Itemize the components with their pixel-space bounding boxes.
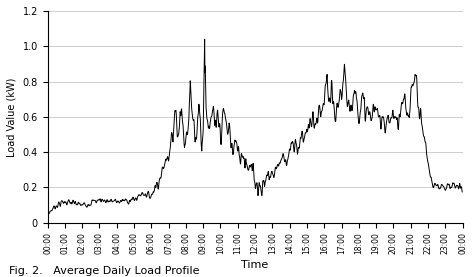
Text: Fig. 2.   Average Daily Load Profile: Fig. 2. Average Daily Load Profile — [9, 266, 200, 276]
Y-axis label: Load Value (kW): Load Value (kW) — [7, 77, 17, 157]
X-axis label: Time: Time — [241, 260, 269, 270]
